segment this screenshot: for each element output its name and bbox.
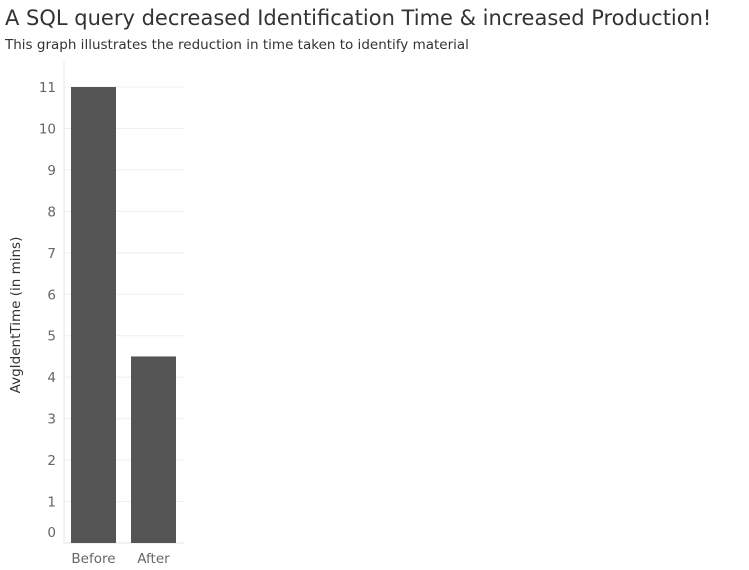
y-tick-label: 0	[47, 525, 56, 541]
y-tick-label: 7	[47, 246, 56, 262]
y-tick-label: 2	[47, 453, 56, 469]
chart-subtitle: This graph illustrates the reduction in …	[5, 37, 469, 53]
bars	[71, 87, 176, 543]
chart-title: A SQL query decreased Identification Tim…	[5, 6, 712, 30]
y-tick-label: 10	[39, 121, 56, 137]
y-tick-label: 8	[47, 204, 56, 220]
x-category-label: Before	[71, 551, 115, 567]
x-category-label: After	[137, 551, 170, 567]
y-tick-labels: 0 1 2 3 4 5 6 7 8 9 10 11	[39, 80, 56, 541]
bar-after	[131, 356, 176, 543]
bar-before	[71, 87, 116, 543]
y-tick-label: 5	[47, 329, 56, 345]
x-category-labels: Before After	[71, 551, 170, 567]
y-tick-label: 11	[39, 80, 56, 96]
y-tick-label: 4	[47, 370, 56, 386]
y-tick-label: 3	[47, 412, 56, 428]
y-tick-label: 1	[47, 495, 56, 511]
y-tick-label: 9	[47, 163, 56, 179]
y-tick-label: 6	[47, 287, 56, 303]
y-axis-title: AvgIdentTime (in mins)	[8, 237, 24, 394]
